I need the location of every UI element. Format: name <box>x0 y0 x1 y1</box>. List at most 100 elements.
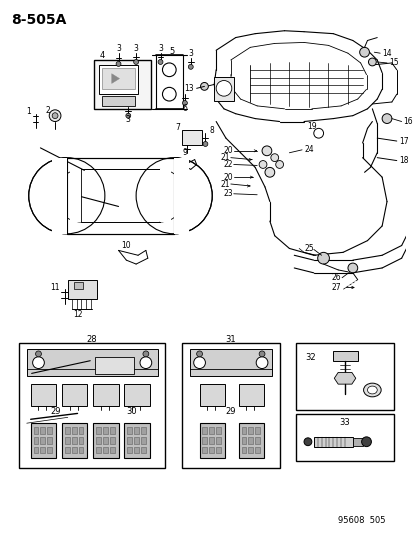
Bar <box>182 343 279 468</box>
Text: 24: 24 <box>303 146 313 155</box>
Bar <box>134 447 139 454</box>
Bar <box>248 427 253 434</box>
Text: 10: 10 <box>121 241 131 250</box>
Bar <box>141 427 145 434</box>
Bar <box>71 447 76 454</box>
Bar <box>40 427 45 434</box>
Bar <box>93 423 118 458</box>
Text: 3: 3 <box>133 44 138 53</box>
Circle shape <box>196 351 202 357</box>
Text: 16: 16 <box>403 117 412 126</box>
Circle shape <box>36 351 41 357</box>
Bar <box>174 158 188 234</box>
Circle shape <box>361 437 370 447</box>
Bar <box>248 447 253 454</box>
Bar <box>62 423 87 458</box>
Circle shape <box>256 357 267 368</box>
Circle shape <box>162 63 176 77</box>
Circle shape <box>303 438 311 446</box>
Text: 95608  505: 95608 505 <box>337 516 385 526</box>
Bar <box>47 447 52 454</box>
Circle shape <box>200 83 208 90</box>
Polygon shape <box>333 373 355 384</box>
Text: 3: 3 <box>158 44 163 53</box>
Text: 6: 6 <box>182 104 187 114</box>
Text: 4: 4 <box>99 51 104 60</box>
Circle shape <box>180 159 185 165</box>
Bar <box>254 447 259 454</box>
Bar <box>78 447 83 454</box>
Circle shape <box>259 351 264 357</box>
Text: 14: 14 <box>381 49 391 58</box>
Bar <box>81 169 159 222</box>
Bar <box>241 447 246 454</box>
Text: 28: 28 <box>87 335 97 344</box>
Text: 18: 18 <box>398 156 407 165</box>
Bar <box>33 427 38 434</box>
Bar <box>141 447 145 454</box>
Bar <box>102 96 135 106</box>
Circle shape <box>270 154 278 161</box>
Bar <box>209 447 214 454</box>
Bar <box>141 437 145 443</box>
Circle shape <box>182 101 187 106</box>
Text: 5: 5 <box>169 47 174 56</box>
Circle shape <box>116 61 121 67</box>
Bar <box>127 447 132 454</box>
Bar <box>74 281 83 289</box>
Bar <box>254 437 259 443</box>
Bar <box>65 437 69 443</box>
Bar <box>65 427 69 434</box>
Bar <box>159 169 171 222</box>
Circle shape <box>317 252 329 264</box>
Bar <box>332 351 357 361</box>
Bar <box>95 357 134 374</box>
Text: 9: 9 <box>182 148 187 157</box>
Bar <box>68 280 97 299</box>
Bar <box>238 423 263 458</box>
Text: 17: 17 <box>398 136 407 146</box>
Text: 23: 23 <box>223 189 232 198</box>
Bar <box>33 447 38 454</box>
Text: 2: 2 <box>45 106 50 115</box>
Bar <box>69 169 81 222</box>
Bar <box>40 447 45 454</box>
Circle shape <box>52 113 58 119</box>
Text: 8: 8 <box>209 126 214 135</box>
Bar <box>109 427 114 434</box>
Circle shape <box>49 110 61 122</box>
Bar <box>296 414 393 461</box>
Bar <box>78 437 83 443</box>
Bar <box>62 384 87 406</box>
Bar <box>209 427 214 434</box>
Circle shape <box>259 160 266 168</box>
Text: 29: 29 <box>225 407 235 416</box>
Circle shape <box>133 60 138 64</box>
Bar <box>248 437 253 443</box>
Circle shape <box>126 113 131 118</box>
Circle shape <box>275 160 283 168</box>
Bar <box>124 423 150 458</box>
Bar <box>352 438 362 446</box>
Bar <box>214 77 233 101</box>
Text: 32: 32 <box>304 353 315 362</box>
Circle shape <box>347 263 357 273</box>
Circle shape <box>264 167 274 177</box>
Bar <box>103 447 107 454</box>
Bar <box>102 68 135 90</box>
Circle shape <box>193 357 205 368</box>
Circle shape <box>162 87 176 101</box>
Bar <box>202 447 207 454</box>
Bar <box>65 447 69 454</box>
Circle shape <box>142 351 148 357</box>
Bar <box>127 437 132 443</box>
Bar <box>199 384 224 406</box>
Text: 15: 15 <box>388 59 398 68</box>
Bar <box>238 384 263 406</box>
Bar <box>66 158 174 234</box>
Bar <box>47 437 52 443</box>
Bar <box>199 423 224 458</box>
Bar <box>134 427 139 434</box>
Bar <box>202 427 207 434</box>
Bar <box>47 427 52 434</box>
